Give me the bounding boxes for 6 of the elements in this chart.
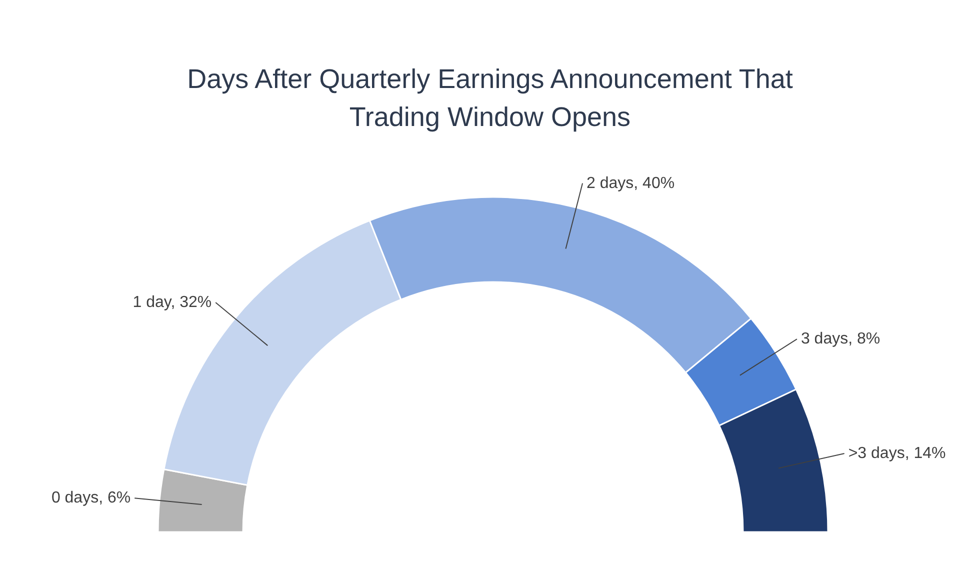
slice-label: 2 days, 40% xyxy=(586,174,675,192)
slice-label: 0 days, 6% xyxy=(51,490,131,507)
slice-label: >3 days, 14% xyxy=(848,444,946,462)
slice-label: 1 day, 32% xyxy=(132,294,212,312)
chart-title: Days After Quarterly Earnings Announcement That Trading Window Opens xyxy=(186,63,794,134)
slice-label: 3 days, 8% xyxy=(800,330,880,348)
